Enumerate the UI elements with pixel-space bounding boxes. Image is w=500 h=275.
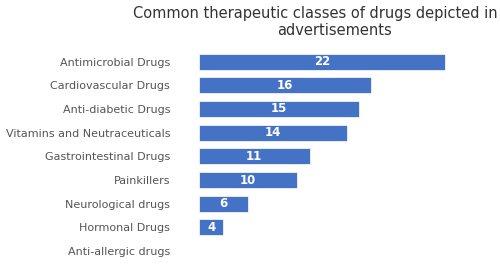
Text: 6: 6 — [220, 197, 228, 210]
Text: 14: 14 — [264, 126, 281, 139]
Title: Common therapeutic classes of drugs depicted in drug
advertisements: Common therapeutic classes of drugs depi… — [132, 6, 500, 38]
Bar — [199, 196, 248, 212]
Text: 15: 15 — [270, 103, 287, 116]
Text: 16: 16 — [277, 79, 293, 92]
Bar — [199, 125, 346, 141]
Bar — [199, 101, 359, 117]
Bar — [199, 54, 445, 70]
Text: 11: 11 — [246, 150, 262, 163]
Bar — [199, 77, 372, 93]
Bar — [199, 172, 298, 188]
Text: 4: 4 — [207, 221, 216, 234]
Text: 2: 2 — [195, 244, 203, 258]
Bar — [199, 148, 310, 164]
Text: 22: 22 — [314, 55, 330, 68]
Text: 10: 10 — [240, 174, 256, 186]
Bar — [199, 219, 224, 235]
